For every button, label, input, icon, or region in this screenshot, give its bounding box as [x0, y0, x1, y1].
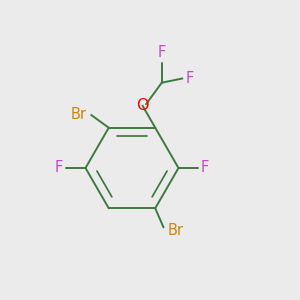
Text: Br: Br	[71, 107, 87, 122]
Text: F: F	[158, 45, 166, 60]
Text: F: F	[185, 71, 194, 86]
Text: O: O	[136, 98, 149, 113]
Text: F: F	[55, 160, 63, 175]
Text: Br: Br	[168, 223, 184, 238]
Text: F: F	[201, 160, 209, 175]
